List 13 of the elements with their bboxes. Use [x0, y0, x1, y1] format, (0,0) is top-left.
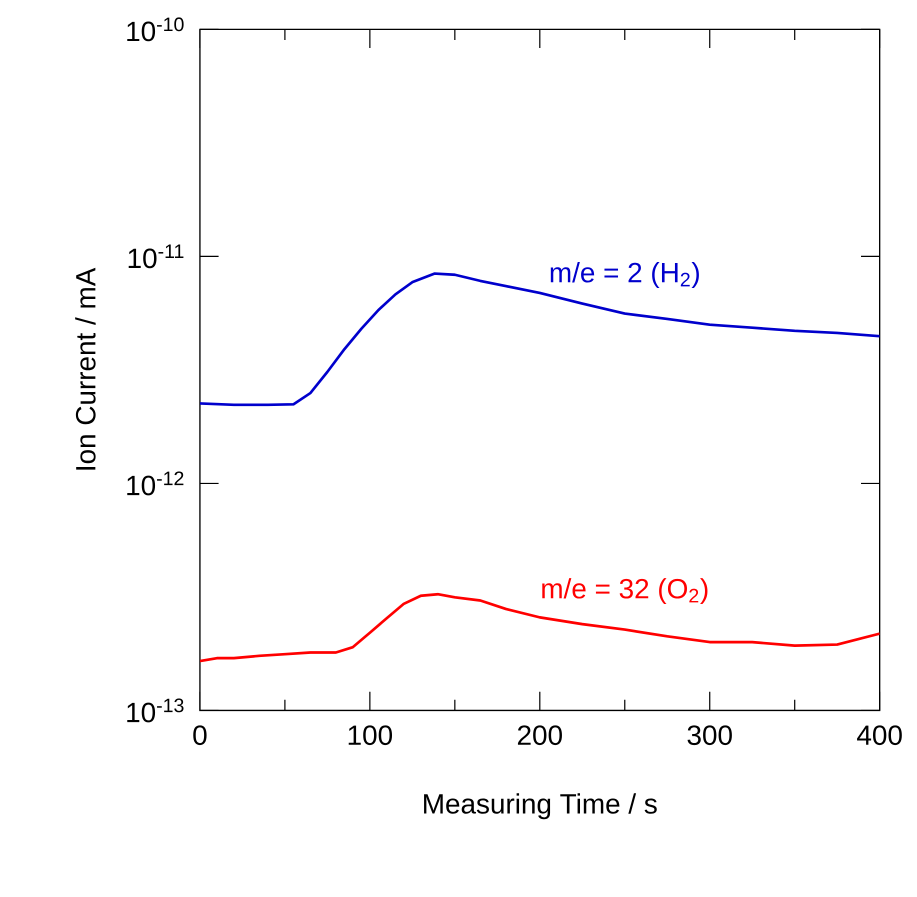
x-tick-label: 200 — [518, 725, 562, 746]
x-tick-label: 400 — [857, 725, 902, 746]
y-tick-label: 10$^{-10}$ — [127, 17, 184, 42]
x-tick-label: 300 — [688, 725, 732, 746]
x-axis-title: Measuring Time / s — [424, 793, 657, 820]
series-label: m/e = 32 (O$_{2}$) — [542, 578, 708, 604]
series-label: m/e = 2 (H$_{2}$) — [550, 262, 699, 288]
y-tick-label: 10$^{-12}$ — [127, 471, 184, 496]
y-tick-label: 10$^{-11}$ — [128, 244, 184, 268]
x-tick-label: 0 — [193, 725, 207, 746]
y-tick-label: 10$^{-13}$ — [127, 698, 184, 722]
y-axis-title: Ion Current / mA — [75, 268, 96, 470]
x-tick-label: 100 — [348, 725, 392, 746]
